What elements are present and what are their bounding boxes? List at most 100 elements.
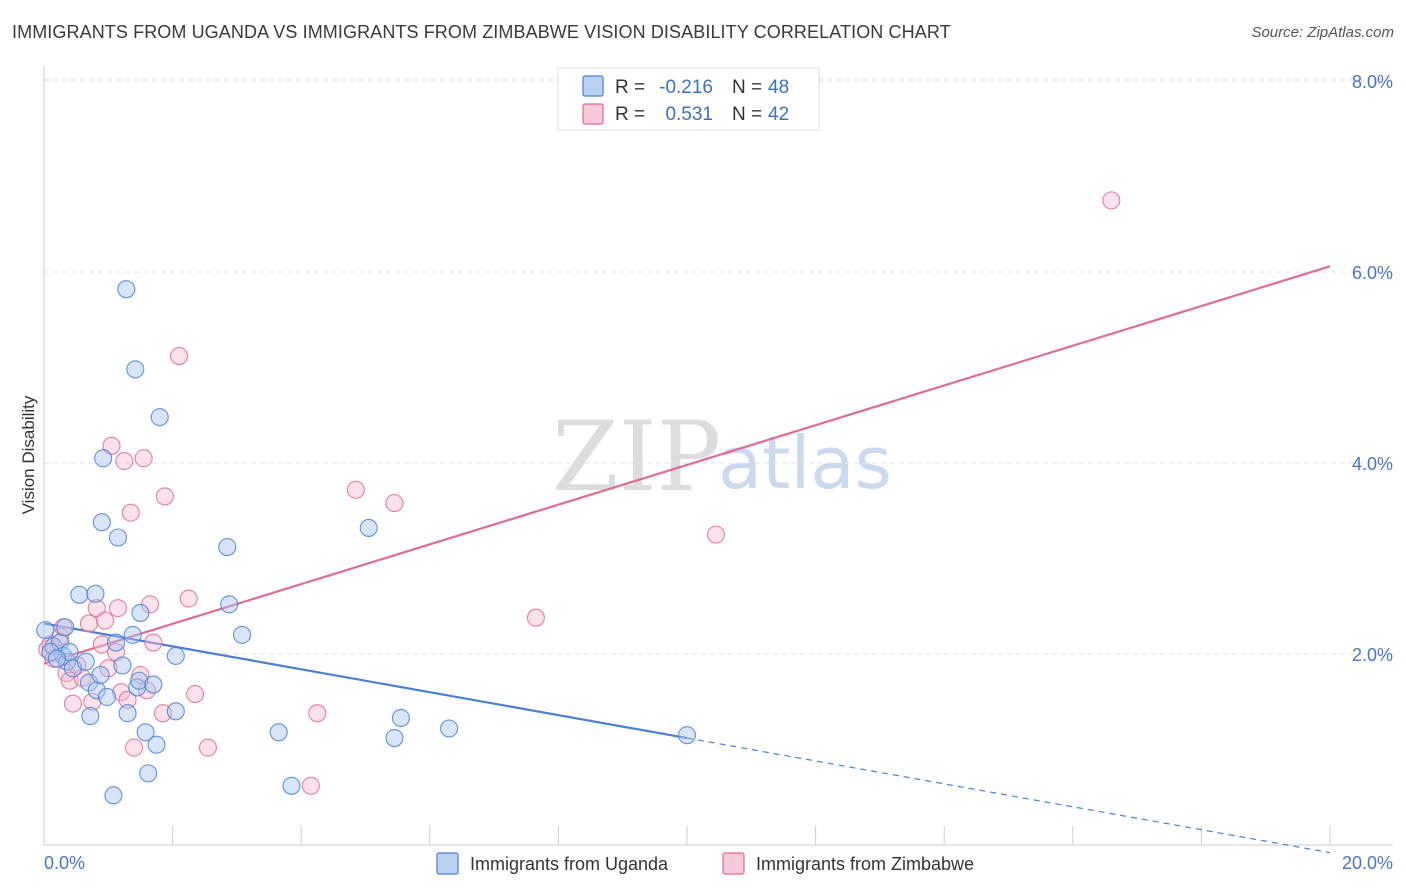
- point-uganda-22: [117, 280, 136, 299]
- point-uganda-35: [166, 702, 185, 721]
- point-uganda-11: [81, 707, 100, 726]
- y-tick-label-1: 4.0%: [1352, 454, 1393, 474]
- gridlines: [44, 78, 1393, 655]
- point-uganda-0: [36, 621, 55, 640]
- point-zimbabwe-22: [124, 738, 144, 757]
- point-uganda-32: [147, 735, 166, 754]
- point-zimbabwe-29: [155, 487, 174, 506]
- legend-swatch-zimbabwe: [582, 103, 604, 125]
- legend-n-value-zimbabwe: 42: [768, 104, 789, 125]
- point-zimbabwe-35: [308, 704, 327, 723]
- y-tick-label-3: 8.0%: [1352, 72, 1393, 92]
- point-zimbabwe-30: [169, 346, 189, 366]
- point-zimbabwe-19: [115, 452, 134, 471]
- trend-lines: [43, 265, 1331, 854]
- y-axis-label: Vision Disability: [19, 395, 38, 514]
- bottom-legend-label-uganda: Immigrants from Uganda: [470, 854, 669, 874]
- point-uganda-16: [94, 449, 113, 468]
- trend-line-uganda: [43, 622, 688, 740]
- point-uganda-30: [139, 764, 158, 783]
- point-uganda-33: [150, 408, 169, 427]
- x-tick-label-min: 0.0%: [44, 853, 85, 873]
- point-zimbabwe-37: [385, 494, 404, 513]
- point-zimbabwe-38: [526, 608, 545, 627]
- point-uganda-27: [130, 671, 149, 690]
- point-uganda-15: [92, 513, 111, 532]
- y-tick-label-0: 2.0%: [1352, 645, 1393, 665]
- bottom-legend-swatch-zimbabwe: [722, 852, 745, 875]
- point-uganda-28: [131, 603, 150, 622]
- legend-r-label-zimbabwe: R =: [615, 104, 645, 125]
- point-uganda-29: [136, 723, 155, 742]
- bottom-legend-swatch-uganda: [436, 852, 459, 875]
- point-uganda-4: [56, 618, 75, 637]
- point-uganda-40: [282, 776, 301, 795]
- legend-r-value-uganda: -0.216: [659, 77, 713, 98]
- point-uganda-19: [106, 633, 126, 652]
- point-uganda-46: [41, 643, 60, 662]
- point-uganda-17: [97, 687, 117, 707]
- legend-r-value-zimbabwe: 0.531: [665, 104, 713, 125]
- y-tick-labels: 2.0% 4.0% 6.0% 8.0%: [1352, 72, 1393, 665]
- point-uganda-25: [126, 360, 145, 379]
- point-uganda-39: [269, 723, 288, 742]
- legend-swatch-uganda: [582, 75, 604, 97]
- point-zimbabwe-27: [144, 633, 163, 652]
- point-zimbabwe-24: [134, 449, 153, 468]
- point-uganda-41: [359, 518, 378, 537]
- point-uganda-20: [108, 528, 127, 547]
- point-zimbabwe-11: [87, 599, 106, 618]
- point-zimbabwe-36: [346, 480, 365, 499]
- bottom-legend: Immigrants from Uganda Immigrants from Z…: [436, 852, 974, 875]
- point-zimbabwe-17: [108, 599, 127, 618]
- point-uganda-18: [104, 786, 123, 805]
- point-zimbabwe-39: [706, 525, 725, 544]
- point-zimbabwe-21: [121, 503, 140, 522]
- point-uganda-9: [76, 652, 95, 671]
- point-zimbabwe-20: [118, 690, 137, 709]
- trend-line-uganda-extension: [686, 737, 1331, 854]
- point-zimbabwe-40: [1102, 191, 1121, 210]
- y-tick-label-2: 6.0%: [1352, 263, 1393, 283]
- data-points: [36, 191, 1121, 805]
- point-uganda-23: [118, 704, 137, 723]
- point-zimbabwe-13: [96, 611, 115, 630]
- x-ticks: [43, 826, 1331, 845]
- legend: R = -0.216 N = 48 R = 0.531 N = 42: [557, 67, 820, 131]
- point-zimbabwe-33: [198, 738, 218, 757]
- point-zimbabwe-15: [102, 436, 121, 455]
- legend-n-label-uganda: N =: [732, 77, 762, 98]
- point-uganda-13: [87, 681, 106, 700]
- legend-n-value-uganda: 48: [768, 77, 789, 98]
- point-uganda-21: [113, 656, 132, 675]
- point-uganda-12: [86, 584, 105, 603]
- point-zimbabwe-34: [301, 776, 320, 795]
- chart-source: Source: ZipAtlas.com: [1251, 24, 1394, 41]
- point-uganda-38: [232, 625, 252, 644]
- point-zimbabwe-6: [63, 694, 82, 713]
- legend-r-label-uganda: R =: [615, 77, 645, 98]
- axes: [43, 66, 1393, 846]
- chart-title: IMMIGRANTS FROM UGANDA VS IMMIGRANTS FRO…: [12, 22, 951, 42]
- point-uganda-45: [677, 726, 697, 745]
- point-zimbabwe-10: [83, 692, 102, 711]
- watermark-zip: ZIP: [552, 401, 721, 513]
- point-zimbabwe-12: [92, 635, 111, 654]
- x-tick-label-max: 20.0%: [1342, 853, 1393, 873]
- point-uganda-37: [220, 595, 239, 614]
- point-uganda-31: [144, 675, 163, 694]
- point-uganda-42: [385, 728, 404, 748]
- point-uganda-47: [47, 649, 66, 668]
- legend-n-label-zimbabwe: N =: [732, 104, 762, 125]
- point-uganda-36: [218, 537, 237, 557]
- point-uganda-43: [391, 708, 410, 728]
- point-zimbabwe-9: [79, 614, 99, 633]
- point-zimbabwe-14: [99, 659, 118, 678]
- point-uganda-34: [166, 646, 185, 665]
- point-uganda-44: [440, 719, 459, 738]
- point-zimbabwe-2: [51, 627, 70, 646]
- bottom-legend-label-zimbabwe: Immigrants from Zimbabwe: [756, 854, 974, 874]
- point-uganda-24: [123, 625, 142, 644]
- point-uganda-14: [91, 665, 110, 685]
